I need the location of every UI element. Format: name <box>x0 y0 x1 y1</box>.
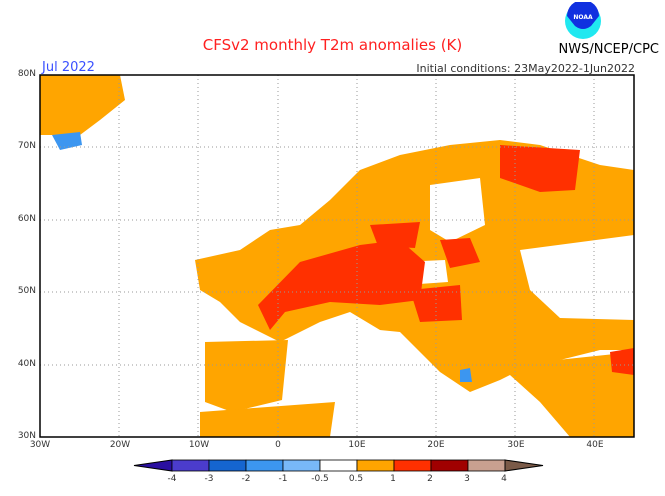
map-title: CFSv2 monthly T2m anomalies (K) <box>202 36 463 54</box>
colorbar-label: 1 <box>390 474 396 484</box>
colorbar-swatch <box>245 459 284 472</box>
colorbar-label: -0.5 <box>311 474 329 484</box>
colorbar-swatch <box>208 459 247 472</box>
colorbar-label: 3 <box>464 474 470 484</box>
colorbar-swatch <box>393 459 432 472</box>
colorbar-label: 0.5 <box>348 474 364 484</box>
lon-label: 0 <box>275 440 281 450</box>
colorbar-label: 4 <box>501 474 507 484</box>
lat-label: 80N <box>17 69 36 79</box>
lon-label: 20W <box>109 440 131 450</box>
colorbar <box>133 459 544 472</box>
month-label: Jul 2022 <box>42 60 95 75</box>
map-frame <box>39 74 635 438</box>
colorbar-label: -1 <box>278 474 288 484</box>
lat-label: 30N <box>17 431 36 441</box>
noaa-logo: NOAA <box>563 0 603 40</box>
colorbar-swatch <box>319 459 358 472</box>
colorbar-swatch <box>430 459 469 472</box>
org-label: NWS/NCEP/CPC <box>558 42 659 57</box>
initial-conditions: Initial conditions: 23May2022-1Jun2022 <box>416 62 635 75</box>
anomaly-fill <box>40 75 634 437</box>
lon-label: 30E <box>507 440 525 450</box>
lon-label: 20E <box>427 440 445 450</box>
colorbar-label: -3 <box>204 474 214 484</box>
colorbar-swatch <box>171 459 210 472</box>
lon-label: 40E <box>586 440 604 450</box>
colorbar-swatch <box>467 459 506 472</box>
lat-label: 40N <box>17 359 36 369</box>
svg-text:NOAA: NOAA <box>573 14 593 21</box>
lon-label: 30W <box>29 440 51 450</box>
colorbar-swatch <box>356 459 395 472</box>
colorbar-arrow-high <box>504 459 544 472</box>
grid-lines <box>40 75 634 437</box>
lat-label: 50N <box>17 286 36 296</box>
colorbar-label: 2 <box>427 474 433 484</box>
colorbar-label: -4 <box>167 474 177 484</box>
lat-label: 60N <box>17 214 36 224</box>
colorbar-swatch <box>282 459 321 472</box>
lon-label: 10E <box>348 440 366 450</box>
colorbar-label: -2 <box>241 474 251 484</box>
lon-label: 10W <box>188 440 210 450</box>
colorbar-arrow-low <box>133 459 173 472</box>
lat-label: 70N <box>17 141 36 151</box>
